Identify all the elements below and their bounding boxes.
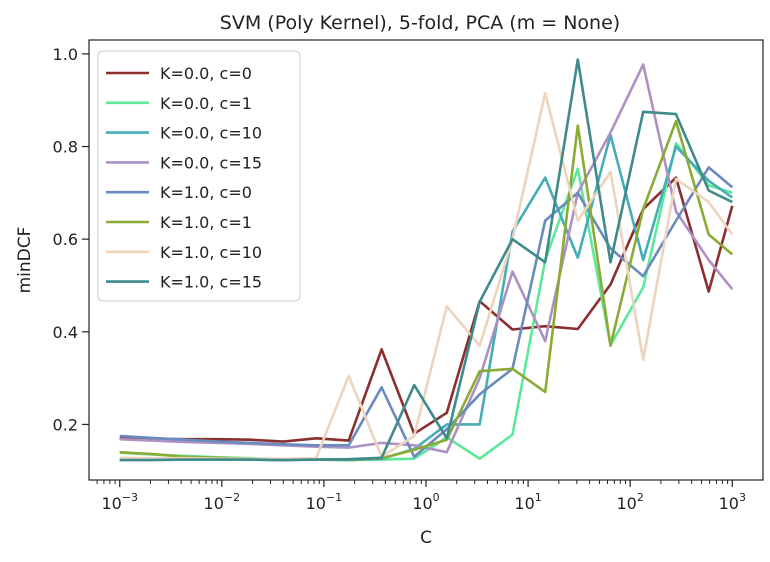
series-layer [119,58,734,462]
legend-box [97,50,301,302]
series-line-5 [119,166,734,459]
legend-label: K=1.0, c=1 [160,213,252,232]
legend-label: K=1.0, c=10 [160,243,262,262]
x-tick-label: 10−2 [204,491,241,513]
y-axis-label: minDCF [15,227,35,294]
series-line-1 [119,176,734,443]
legend-label: K=1.0, c=15 [160,273,262,292]
y-tick-label: 0.8 [53,138,78,157]
x-tick-label: 10−1 [306,491,343,513]
legend-label: K=0.0, c=0 [160,64,252,83]
x-tick-label: 103 [719,491,746,513]
x-axis: 10−3 10−2 10−1 100 101 102 103 [96,480,746,513]
legend-label: K=0.0, c=1 [160,94,252,113]
y-tick-label: 0.4 [53,323,78,342]
legend: K=0.0, c=0 K=0.0, c=1 K=0.0, c=10 K=0.0, c=… [97,50,301,302]
x-tick-label: 100 [412,491,439,513]
legend-label: K=0.0, c=15 [160,153,262,172]
y-axis: 0.2 0.4 0.6 0.8 1.0 [53,45,89,434]
x-tick-label: 102 [616,491,643,513]
x-tick-label: 10−3 [101,491,138,513]
y-tick-label: 1.0 [53,45,78,64]
chart-title: SVM (Poly Kernel), 5-fold, PCA (m = None… [220,12,620,34]
x-tick-label: 101 [514,491,541,513]
series-line-8 [119,58,733,462]
y-tick-label: 0.6 [53,230,78,249]
y-tick-label: 0.2 [53,415,78,434]
x-axis-label: C [420,528,432,548]
legend-label: K=1.0, c=0 [160,183,252,202]
legend-label: K=0.0, c=10 [160,124,262,143]
